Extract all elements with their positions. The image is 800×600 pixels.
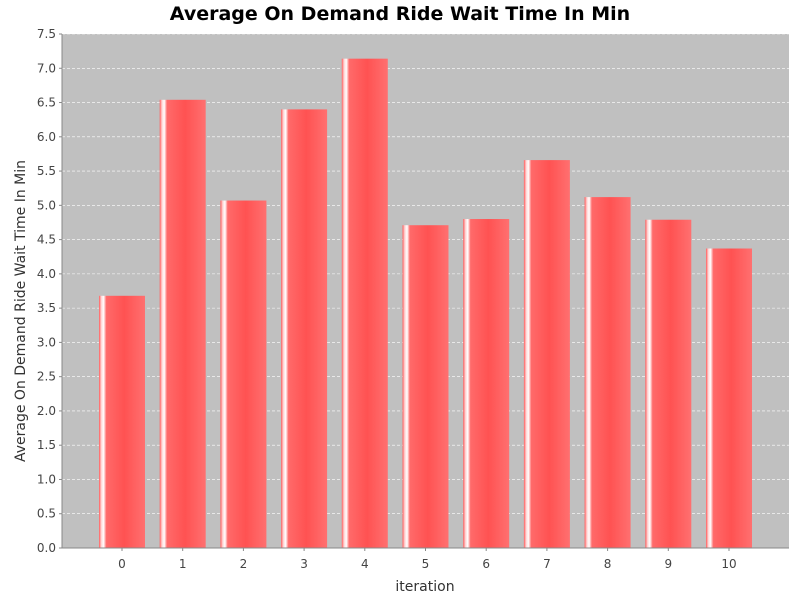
bar-iteration-2 [220, 200, 267, 548]
y-tick-label: 1.0 [37, 472, 56, 486]
y-tick-label: 6.5 [37, 96, 56, 110]
x-tick-label: 1 [179, 557, 187, 571]
y-tick-label: 0.5 [37, 507, 56, 521]
x-tick-label: 2 [240, 557, 248, 571]
y-tick-label: 3.5 [37, 301, 56, 315]
x-tick-label: 7 [543, 557, 551, 571]
bar-iteration-10 [706, 248, 752, 548]
x-tick-label: 3 [300, 557, 308, 571]
y-tick-label: 1.5 [37, 438, 56, 452]
y-tick-label: 0.0 [37, 541, 56, 555]
x-tick-label: 8 [604, 557, 612, 571]
y-tick-label: 2.0 [37, 404, 56, 418]
x-tick-label: 10 [721, 557, 736, 571]
y-tick-label: 7.0 [37, 61, 56, 75]
y-tick-label: 2.5 [37, 370, 56, 384]
bar-iteration-1 [159, 99, 206, 549]
bar-iteration-5 [402, 225, 449, 548]
y-tick-label: 4.5 [37, 233, 56, 247]
y-tick-label: 6.0 [37, 130, 56, 144]
y-tick-label: 7.5 [37, 27, 56, 41]
bar-iteration-9 [645, 219, 692, 548]
x-tick-label: 0 [118, 557, 126, 571]
y-tick-label: 4.0 [37, 267, 56, 281]
x-axis-label: iteration [395, 579, 454, 595]
bar-iteration-3 [281, 109, 328, 549]
bar-iteration-4 [341, 58, 388, 549]
y-axis-label: Average On Demand Ride Wait Time In Min [13, 160, 29, 462]
y-tick-label: 5.5 [37, 164, 56, 178]
y-axis-ticks: 0.0 0.5 1.0 1.5 2.0 2.5 3.0 3.5 4.0 4.5 5.0 5.5 6.0 6… [37, 27, 62, 555]
bar-iteration-8 [584, 197, 631, 549]
bars [99, 58, 752, 549]
bar-iteration-7 [523, 160, 570, 549]
x-tick-label: 4 [361, 557, 369, 571]
x-tick-label: 6 [482, 557, 490, 571]
chart-title: Average On Demand Ride Wait Time In Min [170, 3, 630, 25]
bar-iteration-6 [463, 219, 510, 549]
y-tick-label: 3.0 [37, 335, 56, 349]
bar-iteration-0 [99, 295, 145, 548]
x-axis-ticks: 0 1 2 3 4 5 6 7 8 9 10 [118, 548, 737, 571]
x-tick-label: 5 [422, 557, 430, 571]
x-tick-label: 9 [664, 557, 672, 571]
y-tick-label: 5.0 [37, 198, 56, 212]
